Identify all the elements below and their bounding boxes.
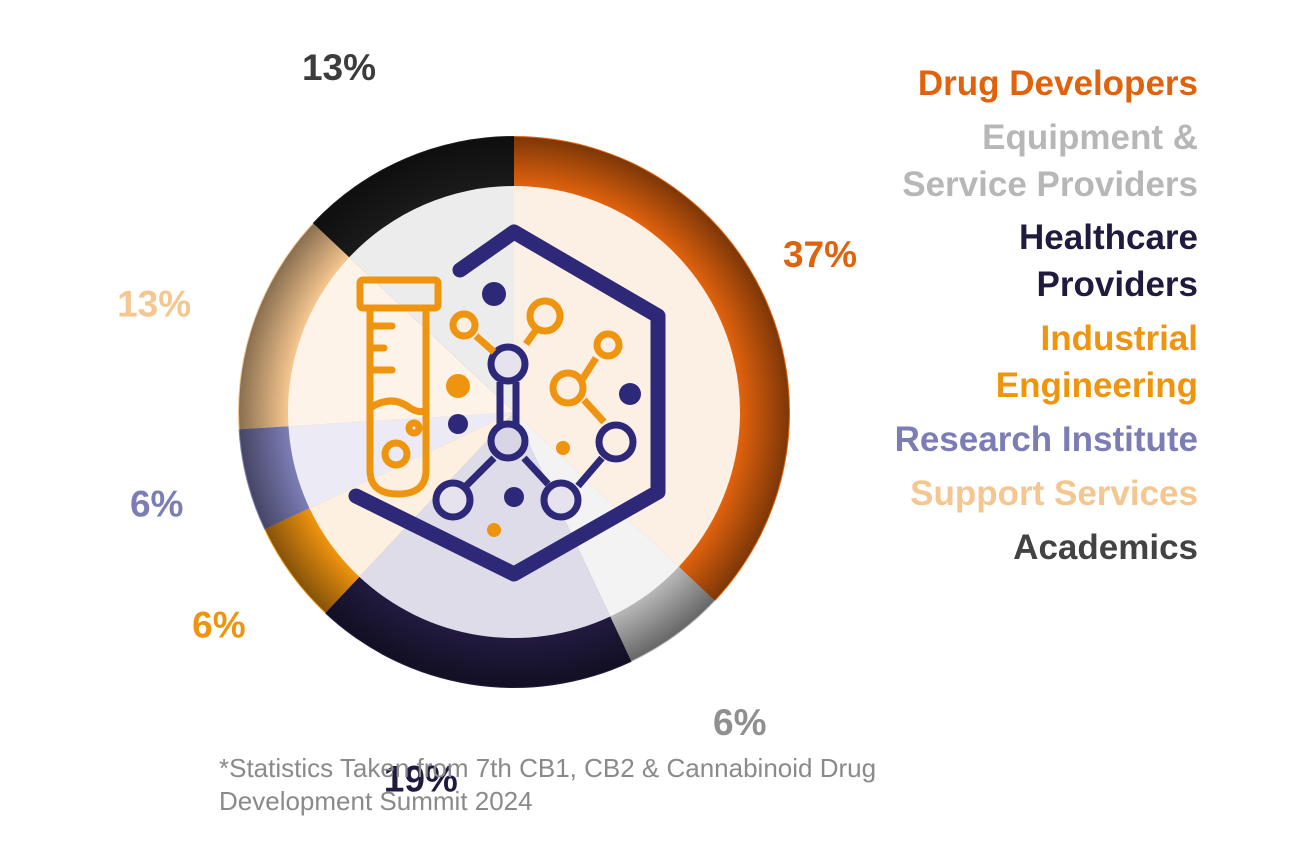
footnote: *Statistics Taken from 7th CB1, CB2 & Ca… (219, 753, 877, 816)
label-drug-developers: 37% (783, 234, 857, 275)
label-healthcare-providers: 19% (384, 759, 458, 800)
hexagon-frame (348, 224, 666, 582)
label-academics: 13% (302, 47, 376, 88)
legend-item-healthcare-providers: Healthcare Providers (1019, 218, 1198, 304)
laboratory-molecule-icon (348, 224, 666, 582)
legend: Drug Developers Equipment & Service Prov… (878, 60, 1198, 578)
legend-item-equipment-service-providers: Equipment & Service Providers (902, 118, 1198, 204)
molecule-icon (432, 282, 641, 537)
label-research-institute: 6% (130, 483, 183, 524)
legend-item-drug-developers: Drug Developers (917, 64, 1198, 103)
legend-item-support-services: Support Services (910, 474, 1198, 513)
percent-labels: 37% 6% 19% 6% 6% 13% 13% (117, 47, 857, 800)
label-industrial-engineering: 6% (192, 605, 245, 646)
legend-item-academics: Academics (1013, 528, 1198, 567)
label-equipment-service-providers: 6% (713, 702, 766, 743)
label-support-services: 13% (117, 284, 191, 325)
legend-item-research-institute: Research Institute (894, 420, 1198, 459)
test-tube-icon (356, 276, 442, 498)
legend-item-industrial-engineering: Industrial Engineering (995, 319, 1198, 405)
